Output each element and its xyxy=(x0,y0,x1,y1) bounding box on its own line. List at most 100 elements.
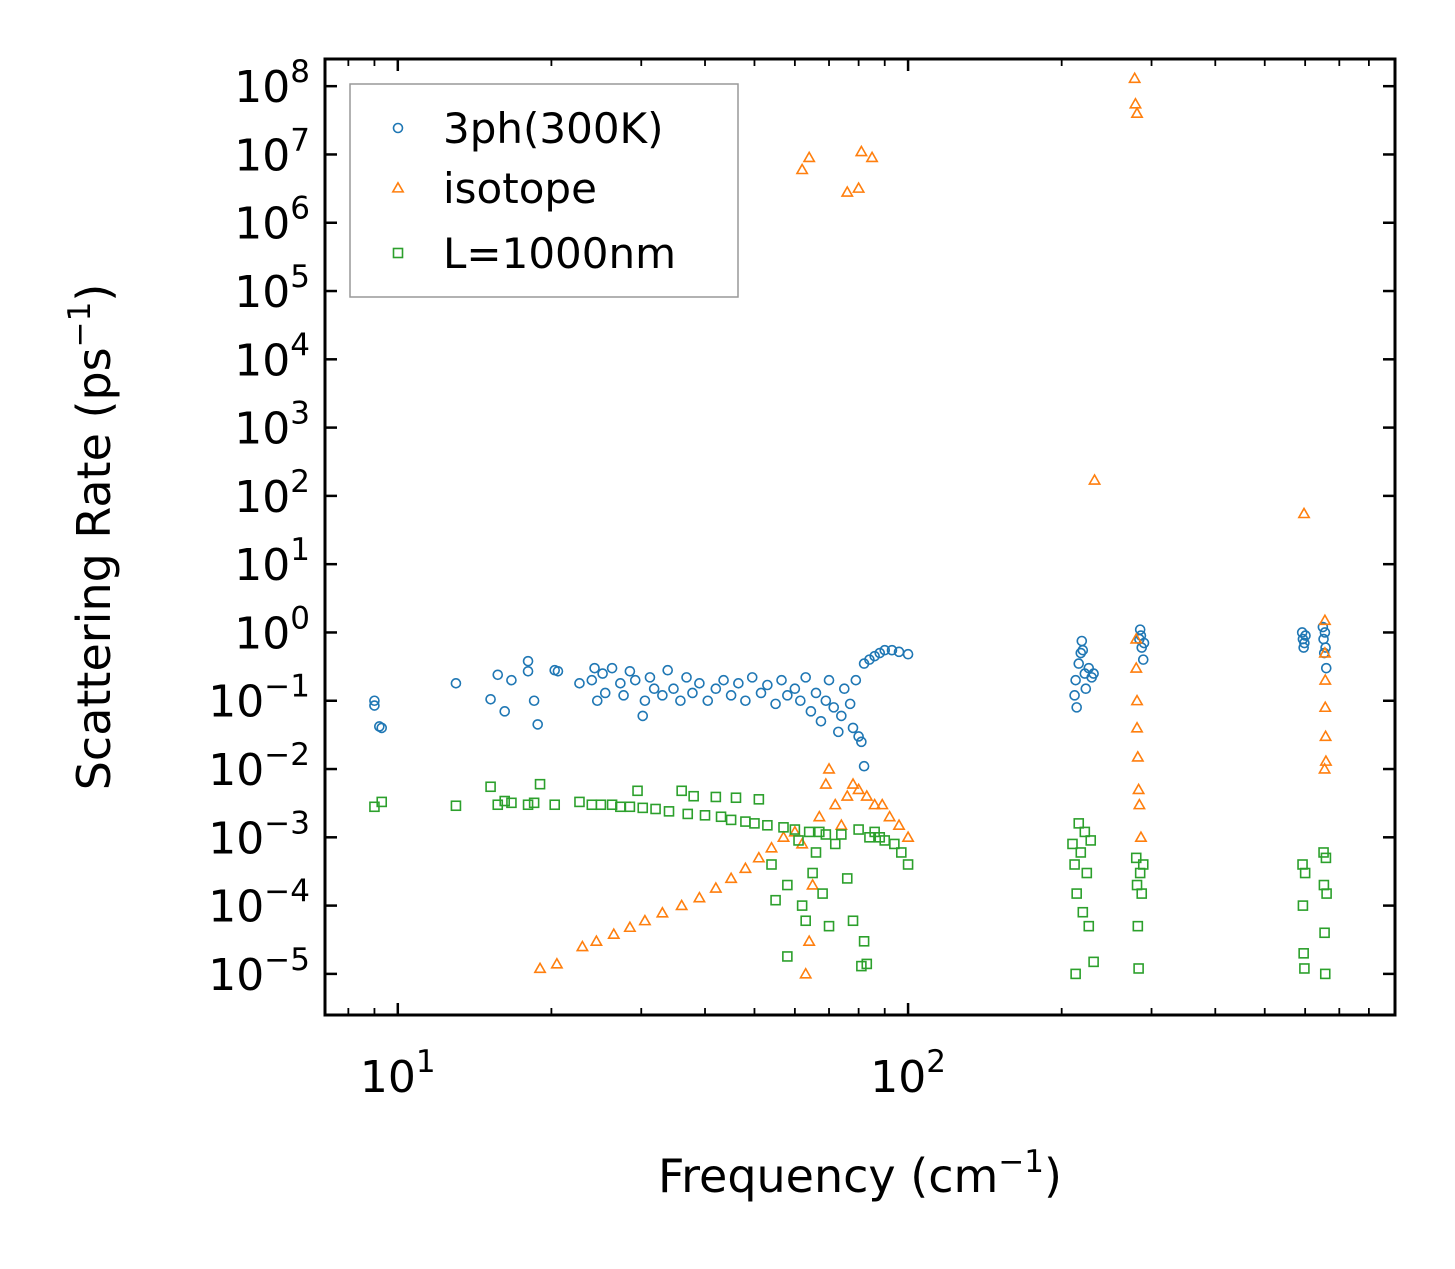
data-point xyxy=(1319,627,1331,638)
data-point xyxy=(1069,690,1080,701)
data-point xyxy=(369,695,380,707)
data-point xyxy=(648,683,660,695)
data-point xyxy=(858,760,870,772)
data-point xyxy=(853,731,864,742)
legend-marker-3 xyxy=(392,247,404,259)
data-point xyxy=(1137,654,1149,665)
x-tick-label: 102 xyxy=(870,1044,946,1103)
data-point xyxy=(776,674,787,686)
data-point xyxy=(749,818,760,829)
data-point xyxy=(692,891,706,903)
data-point xyxy=(1075,847,1087,858)
data-point xyxy=(1088,473,1102,485)
data-point xyxy=(575,939,589,952)
data-point xyxy=(688,790,699,802)
y-tick-label: 104 xyxy=(234,327,310,386)
data-point xyxy=(753,794,765,805)
data-point xyxy=(823,920,835,932)
data-point xyxy=(1300,630,1311,641)
data-point xyxy=(1297,506,1311,519)
data-point xyxy=(820,695,832,707)
data-point xyxy=(499,795,511,807)
data-point xyxy=(819,777,833,789)
data-point xyxy=(796,900,808,911)
data-point xyxy=(776,830,791,842)
data-point xyxy=(1075,647,1087,659)
data-point xyxy=(828,702,840,713)
data-point xyxy=(574,678,585,689)
data-point xyxy=(1088,668,1099,679)
plot-frame xyxy=(323,57,1397,1017)
data-point xyxy=(828,797,842,810)
data-point xyxy=(499,706,511,717)
data-point xyxy=(847,915,859,927)
data-point xyxy=(740,695,751,707)
data-point xyxy=(549,799,561,811)
data-point xyxy=(676,785,687,797)
data-point xyxy=(847,722,859,734)
data-point xyxy=(795,695,806,707)
data-point xyxy=(1132,782,1146,795)
data-point xyxy=(675,898,689,911)
data-point xyxy=(901,830,915,842)
data-point xyxy=(718,674,729,686)
legend-box xyxy=(349,83,739,298)
legend-markers xyxy=(391,122,405,259)
data-point xyxy=(810,847,822,858)
data-point xyxy=(820,829,832,840)
data-point xyxy=(1070,674,1081,686)
data-point xyxy=(795,837,809,849)
data-point xyxy=(755,687,767,699)
data-point xyxy=(450,678,462,689)
data-point xyxy=(762,679,773,691)
data-point xyxy=(528,797,540,809)
data-point xyxy=(865,150,879,163)
data-point xyxy=(1088,956,1099,968)
legend-label-3ph: 3ph(300K) xyxy=(443,104,663,153)
y-tick-label: 106 xyxy=(234,191,310,250)
data-point xyxy=(1129,632,1143,644)
data-point xyxy=(814,826,825,838)
data-point xyxy=(644,672,656,683)
data-point xyxy=(657,690,668,701)
data-point xyxy=(795,162,809,175)
data-point xyxy=(823,674,835,686)
data-point xyxy=(699,810,711,821)
data-point xyxy=(492,669,504,681)
data-point xyxy=(902,648,914,660)
y-tick-label: 10−4 xyxy=(208,874,310,933)
data-point xyxy=(1070,968,1081,980)
data-point xyxy=(782,690,793,701)
data-point xyxy=(1319,927,1330,939)
data-point xyxy=(800,672,811,683)
data-point xyxy=(702,695,714,707)
data-point xyxy=(853,824,864,835)
legend-marker-1 xyxy=(392,122,404,134)
data-point xyxy=(534,778,546,790)
data-point xyxy=(854,144,868,157)
data-point xyxy=(369,700,380,711)
y-tick-label: 107 xyxy=(234,122,310,181)
data-point xyxy=(724,871,738,884)
data-point xyxy=(522,665,534,677)
data-point xyxy=(506,674,517,686)
y-tick-label: 10−5 xyxy=(208,942,310,1001)
data-point xyxy=(1132,920,1144,932)
data-point xyxy=(1320,642,1331,653)
data-point xyxy=(1132,797,1146,810)
data-point xyxy=(762,819,773,831)
data-point xyxy=(589,662,600,674)
data-point xyxy=(864,654,875,665)
data-point xyxy=(374,721,385,732)
data-point xyxy=(782,879,793,891)
data-point xyxy=(1318,646,1332,658)
data-point xyxy=(1071,888,1082,899)
data-point xyxy=(1079,826,1091,838)
y-tick-label: 105 xyxy=(234,259,310,318)
data-point xyxy=(833,726,844,738)
data-point xyxy=(1137,859,1149,870)
data-point xyxy=(860,789,874,801)
data-point xyxy=(1130,693,1144,706)
data-point xyxy=(1299,637,1310,649)
